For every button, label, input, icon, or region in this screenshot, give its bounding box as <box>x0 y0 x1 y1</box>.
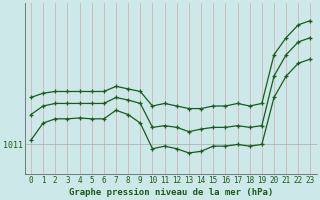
X-axis label: Graphe pression niveau de la mer (hPa): Graphe pression niveau de la mer (hPa) <box>68 188 273 197</box>
